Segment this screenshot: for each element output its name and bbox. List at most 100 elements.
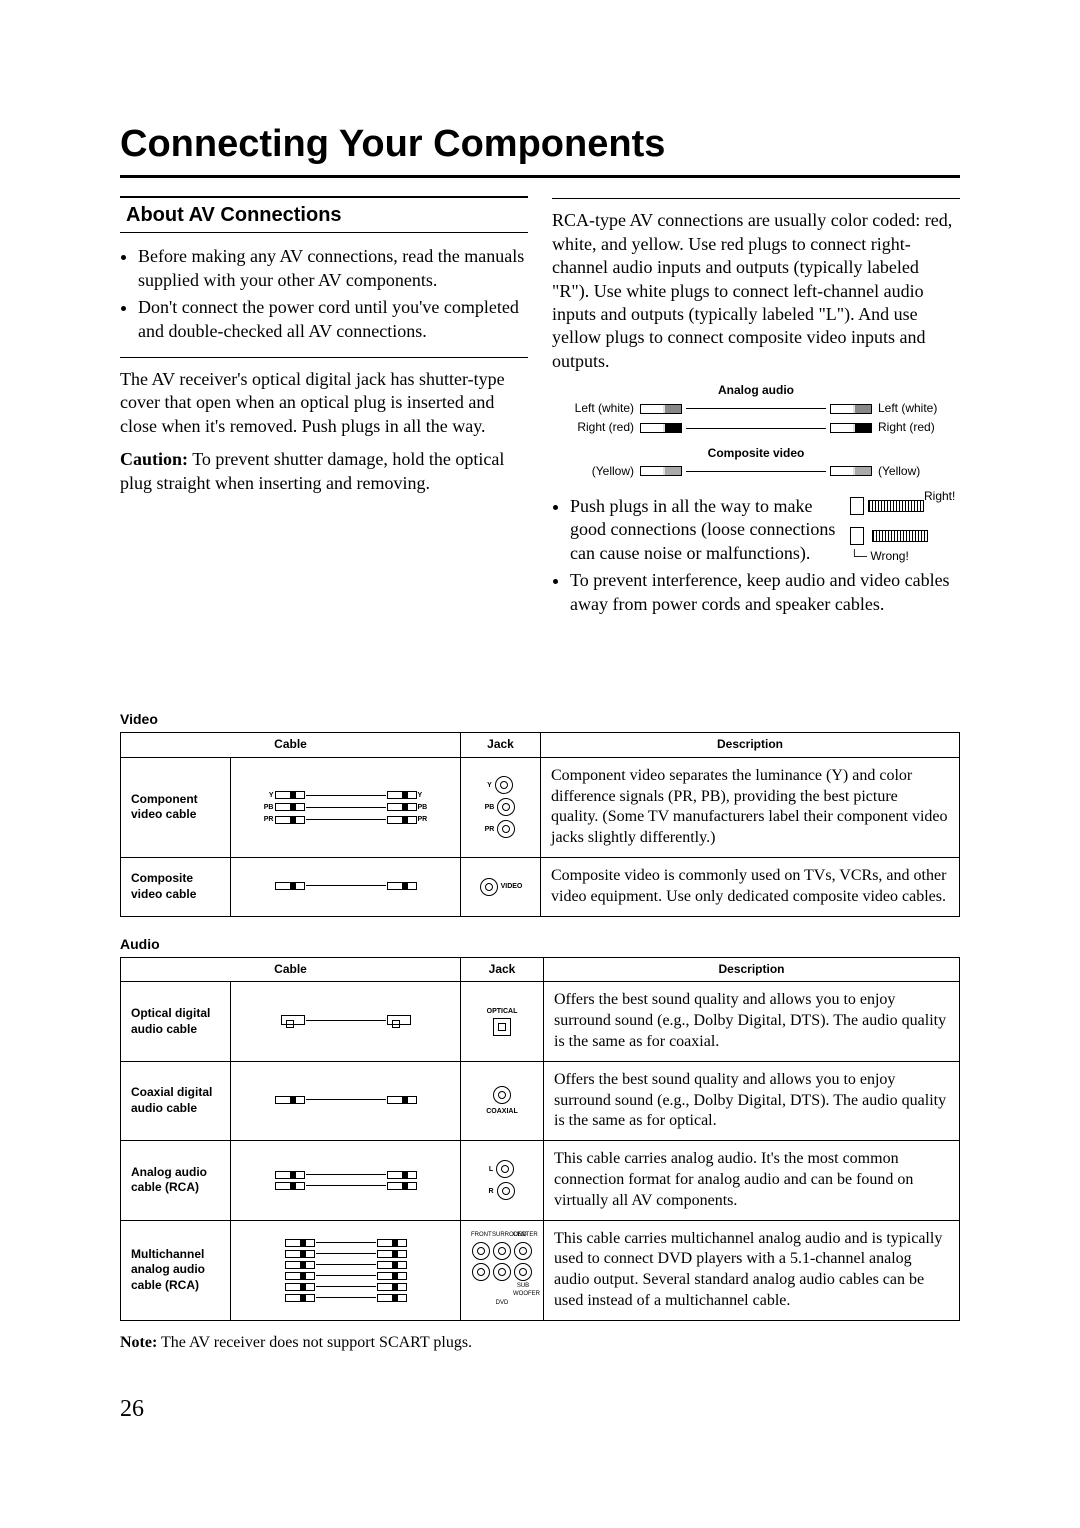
desc-cell: Offers the best sound quality and allows… bbox=[544, 982, 960, 1061]
right-label: Right! bbox=[924, 489, 955, 505]
jack-icon bbox=[497, 798, 515, 816]
plug-icon bbox=[830, 423, 872, 433]
jack-icon bbox=[850, 527, 864, 545]
yellow-label: (Yellow) bbox=[552, 464, 634, 480]
jack-cell: COAXIAL bbox=[461, 1061, 544, 1140]
analog-audio-label: Analog audio bbox=[552, 383, 960, 399]
cable-diagram-cell bbox=[231, 1061, 461, 1140]
right-wrong-diagram: Right! └─ Wrong! bbox=[850, 497, 960, 565]
cable-diagram-cell bbox=[231, 982, 461, 1061]
divider bbox=[120, 357, 528, 358]
right-red-label: Right (red) bbox=[878, 420, 960, 436]
wrong-label: └─ Wrong! bbox=[850, 549, 960, 565]
jack-icon bbox=[514, 1242, 532, 1260]
audio-table-label: Audio bbox=[120, 935, 960, 953]
plug-icon bbox=[872, 530, 928, 542]
note-label: Note: bbox=[120, 1334, 157, 1351]
wrong-row bbox=[850, 527, 960, 545]
desc-cell: Component video separates the luminance … bbox=[541, 757, 960, 857]
col-jack: Jack bbox=[461, 957, 544, 982]
plug-icon bbox=[830, 404, 872, 414]
jack-cell: L R bbox=[461, 1141, 544, 1220]
col-desc: Description bbox=[541, 733, 960, 758]
wire bbox=[686, 471, 826, 472]
yellow-label: (Yellow) bbox=[878, 464, 960, 480]
section-heading: About AV Connections bbox=[120, 196, 528, 233]
row-label: Composite video cable bbox=[121, 858, 231, 917]
right-row: Right! bbox=[850, 497, 960, 515]
bullet-item: Before making any AV connections, read t… bbox=[138, 245, 528, 292]
cable-diagram-cell bbox=[231, 858, 461, 917]
desc-cell: Composite video is commonly used on TVs,… bbox=[541, 858, 960, 917]
jack-icon bbox=[493, 1242, 511, 1260]
col-cable: Cable bbox=[121, 733, 461, 758]
optical-paragraph: The AV receiver's optical digital jack h… bbox=[120, 368, 528, 438]
plug-icon bbox=[640, 404, 682, 414]
table-header-row: Cable Jack Description bbox=[121, 733, 960, 758]
col-jack: Jack bbox=[461, 733, 541, 758]
jack-icon bbox=[496, 1160, 514, 1178]
row-label: Analog audio cable (RCA) bbox=[121, 1141, 231, 1220]
jack-icon bbox=[472, 1242, 490, 1260]
left-white-label: Left (white) bbox=[878, 401, 960, 417]
jack-icon bbox=[493, 1263, 511, 1281]
desc-cell: This cable carries multichannel analog a… bbox=[544, 1220, 960, 1320]
bullet-item: To prevent interference, keep audio and … bbox=[570, 569, 960, 616]
table-row: Component video cable YY PBPB PRPR Y PB … bbox=[121, 757, 960, 857]
jack-icon bbox=[480, 878, 498, 896]
intro-columns: About AV Connections Before making any A… bbox=[120, 196, 960, 630]
table-row: Coaxial digital audio cable COAXIAL Offe… bbox=[121, 1061, 960, 1140]
note-text: The AV receiver does not support SCART p… bbox=[157, 1334, 472, 1351]
bullet-item: Don't connect the power cord until you'v… bbox=[138, 296, 528, 343]
right-column: RCA-type AV connections are usually colo… bbox=[552, 196, 960, 630]
wire bbox=[686, 408, 826, 409]
table-row: Optical digital audio cable OPTICAL Offe… bbox=[121, 982, 960, 1061]
page-number: 26 bbox=[120, 1394, 960, 1425]
audio-table: Cable Jack Description Optical digital a… bbox=[120, 957, 960, 1321]
cable-diagram-cell bbox=[231, 1220, 461, 1320]
cable-diagram-cell bbox=[231, 1141, 461, 1220]
tables-section: Video Cable Jack Description Component v… bbox=[120, 710, 960, 1354]
right-red-label: Right (red) bbox=[552, 420, 634, 436]
analog-cable-diagram: Analog audio Left (white) Left (white) R… bbox=[552, 383, 960, 479]
row-label: Multichannel analog audio cable (RCA) bbox=[121, 1220, 231, 1320]
jack-icon bbox=[497, 820, 515, 838]
jack-cell: FRONTSURROUNDCENTER SUB WOOFER DVD bbox=[461, 1220, 544, 1320]
divider bbox=[552, 198, 960, 199]
table-row: Composite video cable VIDEO Composite vi… bbox=[121, 858, 960, 917]
left-white-label: Left (white) bbox=[552, 401, 634, 417]
cable-row-yellow: (Yellow) (Yellow) bbox=[552, 464, 960, 480]
jack-icon bbox=[497, 1182, 515, 1200]
rca-paragraph: RCA-type AV connections are usually colo… bbox=[552, 209, 960, 373]
jack-cell: VIDEO bbox=[461, 858, 541, 917]
cable-diagram-cell: YY PBPB PRPR bbox=[231, 757, 461, 857]
video-table: Cable Jack Description Component video c… bbox=[120, 732, 960, 916]
plug-icon bbox=[640, 466, 682, 476]
composite-video-label: Composite video bbox=[552, 446, 960, 462]
col-desc: Description bbox=[544, 957, 960, 982]
jack-cell: OPTICAL bbox=[461, 982, 544, 1061]
plug-icon bbox=[830, 466, 872, 476]
desc-cell: This cable carries analog audio. It's th… bbox=[544, 1141, 960, 1220]
desc-cell: Offers the best sound quality and allows… bbox=[544, 1061, 960, 1140]
cable-row-red: Right (red) Right (red) bbox=[552, 420, 960, 436]
row-label: Optical digital audio cable bbox=[121, 982, 231, 1061]
left-bullets: Before making any AV connections, read t… bbox=[120, 245, 528, 343]
table-row: Analog audio cable (RCA) L R This cable … bbox=[121, 1141, 960, 1220]
table-row: Multichannel analog audio cable (RCA) FR… bbox=[121, 1220, 960, 1320]
bottom-bullets-block: Right! └─ Wrong! Push plugs in all the w… bbox=[552, 495, 960, 616]
jack-icon bbox=[514, 1263, 532, 1281]
cable-row-white: Left (white) Left (white) bbox=[552, 401, 960, 417]
jack-icon bbox=[493, 1086, 511, 1104]
jack-icon bbox=[850, 497, 864, 515]
caution-label: Caution: bbox=[120, 449, 188, 469]
row-label: Component video cable bbox=[121, 757, 231, 857]
row-label: Coaxial digital audio cable bbox=[121, 1061, 231, 1140]
jack-icon bbox=[472, 1263, 490, 1281]
optical-jack-icon bbox=[493, 1018, 511, 1036]
video-table-label: Video bbox=[120, 710, 960, 728]
page-title: Connecting Your Components bbox=[120, 120, 960, 178]
jack-cell: Y PB PR bbox=[461, 757, 541, 857]
left-column: About AV Connections Before making any A… bbox=[120, 196, 528, 630]
col-cable: Cable bbox=[121, 957, 461, 982]
